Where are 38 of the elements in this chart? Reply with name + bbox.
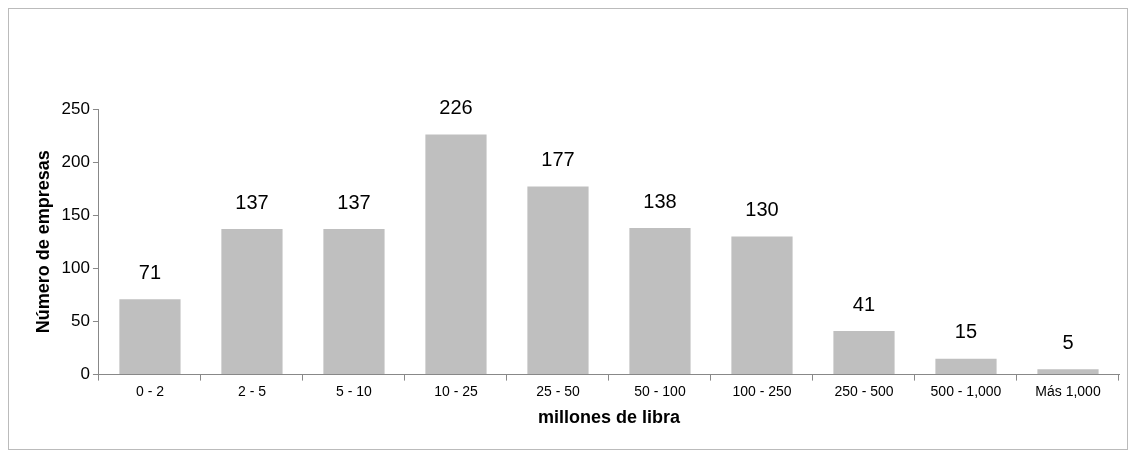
x-tick-label: 100 - 250 <box>732 382 792 399</box>
x-tick-label: 2 - 5 <box>237 382 267 399</box>
x-tick-label: 50 - 100 <box>634 382 686 399</box>
data-label: 71 <box>138 260 162 283</box>
bar <box>833 331 895 375</box>
x-tick-label: 500 - 1,000 <box>930 382 1002 399</box>
x-tick-label: 0 - 2 <box>135 382 165 399</box>
bar <box>629 227 691 375</box>
x-tick-label: Más 1,000 <box>1035 382 1101 399</box>
y-tick-label: 100 <box>61 258 90 278</box>
y-tick-label: 250 <box>61 98 90 118</box>
data-label: 137 <box>235 190 269 213</box>
data-label: 177 <box>541 148 575 171</box>
data-label: 138 <box>643 189 677 212</box>
y-tick-label: 50 <box>71 311 90 331</box>
x-tick-label: 250 - 500 <box>834 382 894 399</box>
y-axis-title: Número de empresas <box>32 150 53 334</box>
data-label: 137 <box>337 190 371 213</box>
data-label: 5 <box>1062 330 1074 353</box>
data-label: 41 <box>852 292 876 315</box>
bar <box>527 186 589 375</box>
y-tick-label: 200 <box>61 151 90 171</box>
x-tick-label: 25 - 50 <box>536 382 580 399</box>
bar <box>935 358 997 375</box>
data-label: 15 <box>954 320 978 343</box>
bar <box>323 229 385 375</box>
y-tick-label: 150 <box>61 204 90 224</box>
bar <box>425 134 487 375</box>
x-tick-label: 10 - 25 <box>434 382 478 399</box>
bar <box>1037 369 1099 375</box>
x-tick-label: 5 - 10 <box>336 382 373 399</box>
x-axis-title: millones de libra <box>537 407 681 428</box>
bar <box>221 229 283 375</box>
data-label: 226 <box>439 96 473 119</box>
data-label: 130 <box>745 198 779 220</box>
bar <box>119 299 181 375</box>
bar <box>731 236 793 375</box>
y-tick-label: 0 <box>80 364 90 384</box>
